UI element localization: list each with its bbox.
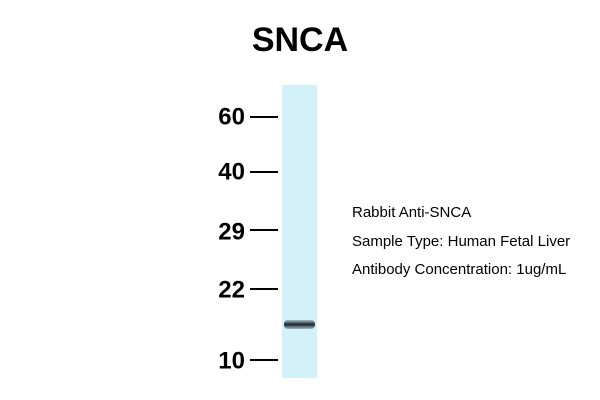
marker-label: 22 bbox=[218, 276, 245, 303]
annotation: Rabbit Anti-SNCA bbox=[352, 204, 471, 221]
band bbox=[284, 320, 315, 329]
title: SNCA bbox=[252, 21, 348, 59]
marker-label: 29 bbox=[218, 218, 245, 245]
lane bbox=[282, 85, 317, 378]
marker-label: 40 bbox=[218, 158, 245, 185]
annotation: Antibody Concentration: 1ug/mL bbox=[352, 261, 566, 278]
marker-label: 10 bbox=[218, 347, 245, 374]
marker-label: 60 bbox=[218, 103, 245, 130]
annotation: Sample Type: Human Fetal Liver bbox=[352, 233, 570, 250]
